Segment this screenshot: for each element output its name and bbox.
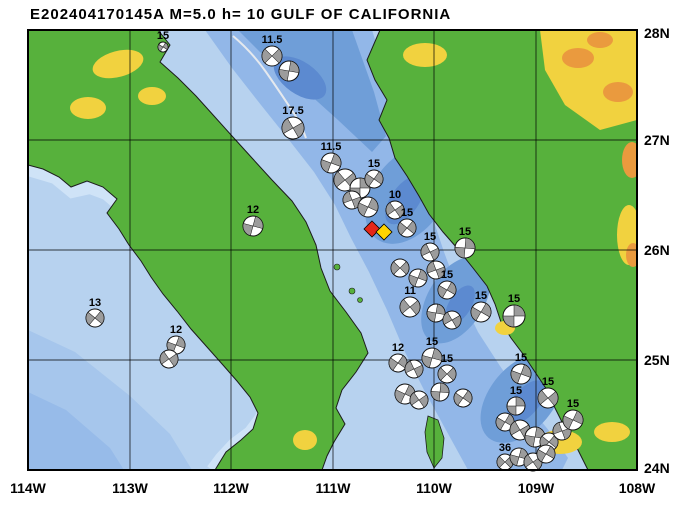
beachball-label: 15 [441, 269, 453, 281]
beachball-label: 15 [424, 231, 436, 243]
focal-mechanism-beachball: 10 [385, 189, 405, 220]
beachball-label: 15 [401, 207, 413, 219]
focal-mechanism-beachball [453, 388, 473, 408]
beachball-label: 11.5 [262, 34, 283, 46]
elevation-patch-yellow [70, 97, 106, 119]
lon-axis-label: 109W [518, 480, 555, 496]
elevation-patch-yellow [92, 49, 144, 79]
focal-mechanism-beachball [409, 390, 429, 410]
focal-mechanism-beachball: 15 [537, 376, 559, 409]
focal-mechanism-beachball [278, 60, 300, 82]
focal-mechanism-beachball [404, 359, 424, 379]
focal-mechanism-beachball: 15 [397, 207, 417, 238]
beachball-label: 15 [475, 290, 487, 302]
lon-axis-label: 113W [112, 480, 149, 496]
island-small [333, 263, 341, 271]
lat-axis-label: 24N [644, 460, 670, 476]
focal-mechanism-beachball: 15 [506, 385, 526, 416]
elevation-patch-yellow [293, 430, 317, 450]
focal-mechanism-beachball: 11.5 [320, 141, 342, 174]
beachball-label: 36 [499, 442, 511, 454]
beachball-label: 12 [247, 204, 259, 216]
focal-mechanism-beachball: 17.5 [281, 105, 305, 140]
beachball-label: 17.5 [282, 105, 303, 117]
island-cerralvo [424, 415, 445, 469]
focal-mechanism-beachball [509, 447, 529, 467]
lon-axis-label: 114W [10, 480, 47, 496]
focal-mechanism-beachball: 15 [421, 336, 443, 369]
event-marker-yellow-diamond [375, 223, 393, 241]
lat-axis-label: 27N [644, 132, 670, 148]
focal-mechanism-beachball: 15 [502, 293, 526, 328]
lon-axis-label: 110W [416, 480, 453, 496]
elevation-patch-yellow [403, 43, 447, 67]
lon-axis-label: 111W [315, 480, 351, 496]
focal-mechanism-beachball: 15 [420, 231, 440, 262]
elevation-patch-orange [622, 142, 637, 178]
beachball-label: 12 [170, 324, 182, 336]
beachball-label: 15 [459, 226, 471, 238]
lon-axis-label: 108W [619, 480, 656, 496]
lat-axis-label: 28N [644, 25, 670, 41]
focal-mechanism-beachball: 12 [242, 204, 264, 237]
island-small [348, 287, 356, 295]
focal-mechanism-beachball [408, 268, 428, 288]
lat-axis-label: 25N [644, 352, 670, 368]
focal-mechanism-beachball: 15 [562, 398, 584, 431]
focal-mechanism-beachball [426, 303, 446, 323]
focal-mechanism-beachball [342, 190, 362, 210]
focal-mechanism-beachball: 12 [388, 342, 408, 373]
beachball-label: 15 [426, 336, 438, 348]
focal-mechanism-beachball: 15 [157, 30, 169, 53]
focal-mechanism-beachball: 15 [364, 158, 384, 189]
focal-mechanism-beachball: 11 [399, 285, 421, 318]
focal-mechanism-beachball: 13 [85, 297, 105, 328]
pacific-deeper-band [28, 392, 124, 470]
focal-mechanism-beachball: 15 [437, 353, 457, 384]
focal-mechanism-beachball [426, 260, 446, 280]
island-small [357, 297, 363, 303]
focal-mechanism-beachball [495, 412, 515, 432]
plot-title: E202404170145A M=5.0 h= 10 GULF OF CALIF… [30, 6, 452, 23]
beachball-label: 15 [542, 376, 554, 388]
beachball-label: 11 [404, 285, 416, 297]
focal-mechanism-beachball: 15 [470, 290, 492, 323]
focal-mechanism-beachball: 15 [510, 352, 532, 385]
beachball-label: 15 [368, 158, 380, 170]
focal-mechanism-beachball [536, 444, 556, 464]
lon-axis-label: 112W [213, 480, 250, 496]
beachball-label: 15 [515, 352, 527, 364]
focal-mechanism-beachball [357, 196, 379, 218]
focal-mechanism-beachball [442, 310, 462, 330]
focal-mechanism-beachball: 12 [166, 324, 186, 355]
elevation-patch-orange [562, 48, 594, 68]
beachball-label: 11.5 [321, 141, 342, 153]
beachball-label: 15 [567, 398, 579, 410]
focal-mechanism-beachball [390, 258, 410, 278]
beachball-label: 10 [389, 189, 401, 201]
focal-mechanism-beachball [159, 349, 179, 369]
map-frame [27, 29, 638, 471]
beachball-label: 12 [392, 342, 404, 354]
focal-mechanism-beachball: 11.5 [261, 34, 283, 67]
elevation-patch-orange [587, 32, 613, 48]
focal-mechanism-beachball: 15 [437, 269, 457, 300]
elevation-patch-orange [603, 82, 633, 102]
lat-axis-label: 26N [644, 242, 670, 258]
elevation-patch-yellow [594, 422, 630, 442]
beachball-label: 15 [508, 293, 520, 305]
beachball-label: 15 [441, 353, 453, 365]
beachball-label: 13 [89, 297, 101, 309]
event-marker-red-diamond [363, 220, 381, 238]
beachball-label: 15 [510, 385, 522, 397]
elevation-patch-yellow [138, 87, 166, 105]
focal-mechanism-beachball: 15 [454, 226, 476, 259]
elevation-patch-orange [626, 243, 637, 267]
focal-mechanism-beachball [430, 382, 450, 402]
beachball-label: 15 [157, 30, 169, 42]
